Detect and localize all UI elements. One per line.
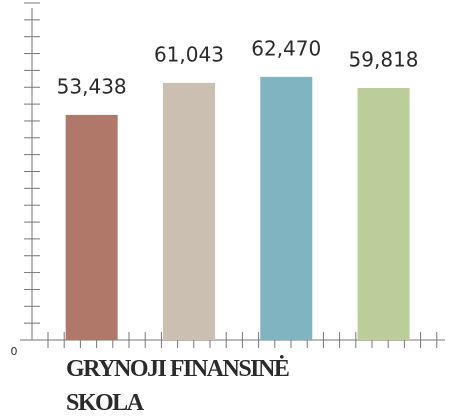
chart-title: GRYNOJI FINANSINĖ SKOLA: [66, 356, 290, 416]
bar: [260, 76, 313, 340]
value-label: 61,043: [154, 42, 224, 66]
bar: [65, 114, 118, 340]
y-tick-label: 0: [11, 345, 18, 358]
value-label: 53,438: [57, 74, 127, 98]
value-label: 59,818: [349, 48, 419, 72]
bar: [162, 82, 215, 341]
bar: [357, 88, 410, 340]
value-label: 62,470: [251, 36, 321, 60]
